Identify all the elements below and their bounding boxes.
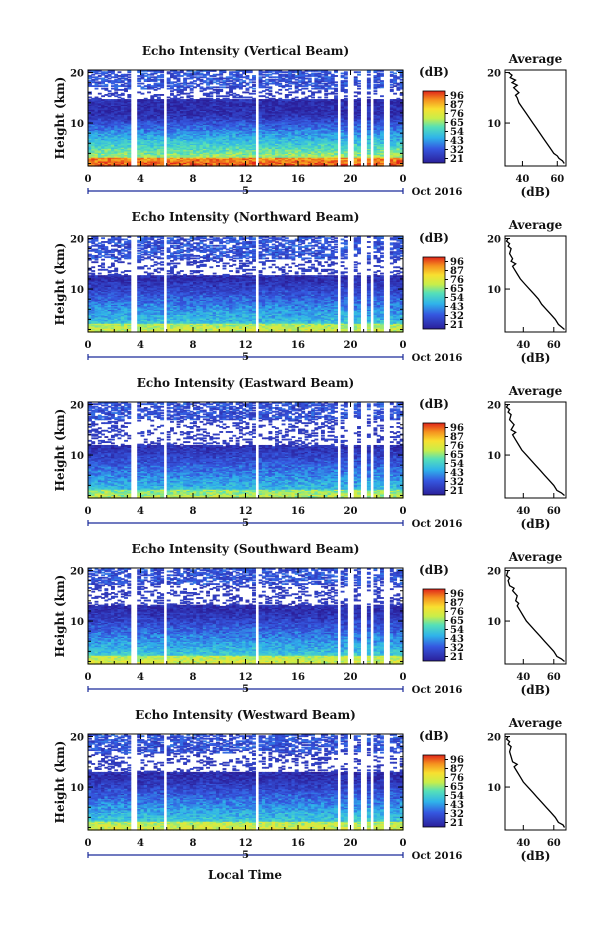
heatmap-cell <box>252 93 256 95</box>
heatmap-cell <box>252 75 256 77</box>
heatmap-cell <box>219 89 223 91</box>
heatmap-cell <box>209 95 213 97</box>
heatmap-cell <box>104 88 108 90</box>
heatmap-cell <box>278 89 282 91</box>
heatmap-cell <box>190 95 194 97</box>
heatmap-cell <box>127 74 131 76</box>
heatmap-cell <box>98 93 102 95</box>
heatmap-cell <box>252 90 256 92</box>
heatmap-cell <box>252 81 256 83</box>
heatmap-cell <box>177 78 181 80</box>
heatmap-cell <box>268 90 272 92</box>
heatmap-cell <box>141 83 145 85</box>
heatmap-cell <box>127 79 131 81</box>
heatmap-cell <box>301 91 305 93</box>
heatmap-cell <box>246 75 250 77</box>
heatmap-cell <box>160 79 164 81</box>
heatmap-cell <box>141 93 145 95</box>
heatmap-cell <box>252 84 256 86</box>
heatmap-cell <box>278 83 282 85</box>
heatmap-cell <box>252 98 256 100</box>
heatmap-cell <box>114 91 118 93</box>
heatmap-cell <box>180 97 184 99</box>
heatmap-cell <box>95 88 99 90</box>
y-axis-label: Height (km) <box>53 77 67 160</box>
heatmap-cell <box>127 99 131 101</box>
heatmap-cell <box>190 91 194 93</box>
heatmap-cell <box>157 97 161 99</box>
heatmap-cell <box>160 99 164 101</box>
heatmap-cell <box>288 94 292 96</box>
heatmap-cell <box>242 80 246 82</box>
heatmap-cell <box>104 84 108 86</box>
heatmap-cell <box>288 85 292 87</box>
heatmap <box>88 70 404 167</box>
heatmap-cell <box>308 78 312 80</box>
heatmap-cell <box>288 88 292 90</box>
heatmap-cell <box>127 76 131 78</box>
heatmap-cell <box>272 95 276 97</box>
heatmap-cell <box>252 88 256 90</box>
heatmap-cell <box>160 74 164 76</box>
heatmap-cell <box>278 93 282 95</box>
panel-1: Echo Intensity (Vertical Beam) Height (km… <box>53 44 566 199</box>
heatmap-cell <box>118 71 122 73</box>
heatmap-cell <box>160 94 164 96</box>
heatmap-cell <box>305 88 309 90</box>
heatmap-cell <box>311 97 315 99</box>
heatmap-cell <box>121 93 125 95</box>
heatmap-cell <box>108 90 112 92</box>
heatmap-cell <box>147 91 151 93</box>
panel-title: Echo Intensity (Vertical Beam) <box>142 44 349 58</box>
heatmap-cell <box>268 86 272 88</box>
heatmap-cell <box>127 94 131 96</box>
heatmap-cell <box>170 93 174 95</box>
heatmap-cell <box>268 93 272 95</box>
heatmap-cell <box>295 97 299 99</box>
figure-xlabel: Local Time <box>208 868 282 882</box>
